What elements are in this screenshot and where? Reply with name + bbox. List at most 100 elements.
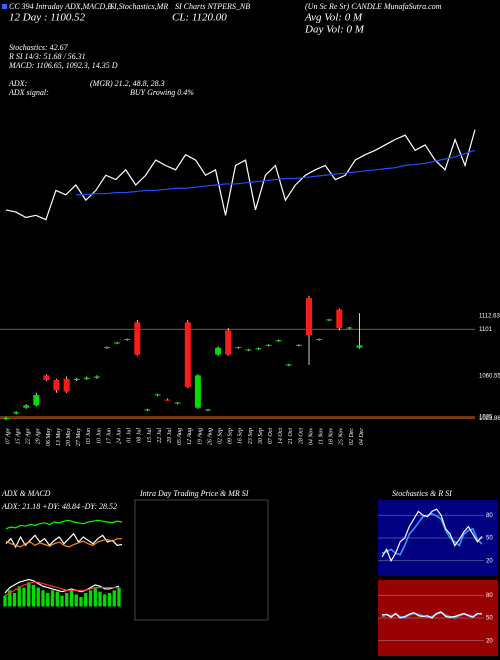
header-text: ADX signal: bbox=[8, 88, 49, 97]
panel-frame bbox=[134, 499, 269, 621]
macd-bar bbox=[88, 590, 93, 607]
header-text: MACD: 1106.65, 1092.3, 14.35 D bbox=[8, 61, 118, 70]
x-tick-label: 08 Jul bbox=[137, 428, 143, 443]
candle-body bbox=[93, 376, 100, 378]
candle-body bbox=[265, 344, 272, 346]
x-tick-label: 01 Jul bbox=[127, 428, 133, 443]
candle-body bbox=[53, 380, 60, 391]
x-tick-label: 10 Jun bbox=[96, 428, 102, 444]
panel-title: Intra Day Trading Price & MR SI bbox=[139, 489, 249, 498]
y-tick-label: 50 bbox=[486, 536, 493, 542]
x-tick-label: 23 Sep bbox=[248, 428, 254, 444]
y-tick-label: 1101 bbox=[479, 327, 493, 333]
panel-title: Stochastics & R SI bbox=[392, 489, 452, 498]
candle-body bbox=[73, 378, 80, 380]
macd-bar bbox=[31, 584, 36, 607]
header-text: (Un Sc Re Sr) CANDLE MunafaSutra.com bbox=[305, 2, 442, 11]
panel bbox=[5, 129, 476, 221]
header-text: R SI 14/3: 51.68 / 56.31 bbox=[8, 52, 86, 61]
y-tick-label: 80 bbox=[486, 513, 493, 519]
x-tick-label: 05 Aug bbox=[177, 428, 183, 445]
x-tick-label: 07 Oct bbox=[268, 428, 274, 444]
header-text: (MGR) 21.2, 48.8, 28.3 bbox=[90, 79, 165, 88]
x-tick-label: 04 Nov bbox=[307, 428, 314, 446]
candle-body bbox=[164, 399, 171, 401]
candle-body bbox=[43, 375, 50, 380]
y-tick-label: 50 bbox=[486, 616, 493, 622]
x-tick-label: 12 Aug bbox=[187, 428, 193, 445]
candle-body bbox=[336, 309, 343, 329]
macd-bar bbox=[12, 593, 17, 607]
header-text: CL: 1120.00 bbox=[172, 12, 227, 24]
candle-body bbox=[104, 347, 110, 349]
x-tick-label: 09 Sep bbox=[228, 428, 234, 444]
candle-body bbox=[3, 418, 9, 420]
x-tick-label: 24 Jun bbox=[115, 428, 122, 444]
x-tick-label: 15 Jul bbox=[147, 428, 153, 443]
candle-body bbox=[326, 319, 333, 321]
x-tick-label: 27 May bbox=[76, 428, 82, 446]
header-text: 12 Day : 1100.52 bbox=[9, 12, 86, 24]
x-tick-label: 21 Oct bbox=[288, 428, 294, 444]
x-tick-label: 06 May bbox=[46, 428, 52, 446]
y-tick-label: 1060.55 bbox=[479, 373, 500, 379]
header: CC 394 Intraday ADX,MACD,BSI,Stochastics… bbox=[8, 2, 442, 97]
x-tick-label: 04 Dec bbox=[358, 428, 365, 445]
x-tick-label: 30 Sep bbox=[258, 428, 264, 445]
candle-body bbox=[205, 409, 211, 411]
candle-body bbox=[194, 375, 201, 408]
x-tick-label: 14 Oct bbox=[277, 428, 284, 444]
macd-bar bbox=[22, 587, 26, 607]
header-text: BUY Growing 0.4% bbox=[130, 88, 194, 97]
y-tick-label: 1112.63 bbox=[479, 313, 500, 319]
header-text: SI Charts NTPERS_NB bbox=[175, 2, 250, 11]
x-tick-label: 28 Oct bbox=[298, 428, 304, 444]
candle-body bbox=[184, 322, 191, 387]
candle-body bbox=[245, 349, 252, 351]
panel: 20 50 80 bbox=[378, 580, 498, 656]
x-tick-label: 11 Nov bbox=[318, 428, 324, 445]
macd-bar bbox=[69, 590, 74, 607]
x-tick-label: 03 Jun bbox=[86, 428, 92, 444]
x-tick-label: 26 Aug bbox=[207, 428, 213, 445]
panel: ADX & MACD ADX: 21.18 +DY: 48.84 -DY: 28.… bbox=[1, 489, 123, 549]
header-text: CC 394 Intraday ADX,MACD,B bbox=[9, 2, 112, 11]
series-line bbox=[381, 512, 483, 556]
macd-bar bbox=[117, 587, 121, 607]
macd-bar bbox=[65, 593, 69, 607]
panel: Stochastics & R SI 20 50 80 bbox=[378, 489, 498, 576]
y-tick-label: 80 bbox=[486, 593, 493, 599]
x-tick-label: 15 Apr bbox=[15, 427, 21, 444]
x-tick-label: 13 May bbox=[56, 428, 62, 446]
candle-body bbox=[174, 402, 181, 404]
candle-body bbox=[316, 339, 323, 341]
x-tick-label: 16 Sep bbox=[238, 428, 244, 444]
x-tick-label: 19 Aug bbox=[197, 428, 203, 445]
macd-bar bbox=[84, 593, 88, 607]
series-line bbox=[5, 519, 123, 530]
candle-body bbox=[134, 322, 141, 355]
panel-annotation: ADX: 21.18 +DY: 48.84 -DY: 28.52 bbox=[1, 502, 117, 511]
y-tick-label: 20 bbox=[486, 638, 493, 644]
series-line bbox=[75, 149, 476, 196]
header-text: Day Vol: 0 M bbox=[304, 24, 365, 36]
macd-bar bbox=[55, 591, 59, 607]
series-line bbox=[5, 538, 122, 548]
y-tick-label: 1023.86 bbox=[479, 416, 500, 422]
series-line bbox=[381, 611, 483, 619]
candle-body bbox=[124, 339, 131, 341]
logo-square bbox=[2, 4, 7, 9]
macd-bar bbox=[79, 597, 83, 607]
candle-body bbox=[255, 348, 262, 350]
macd-bar bbox=[17, 586, 21, 607]
candle-body bbox=[235, 347, 242, 349]
candle-body bbox=[154, 394, 161, 396]
series-line bbox=[5, 532, 123, 549]
candle-body bbox=[33, 395, 40, 406]
y-tick-label: 20 bbox=[486, 558, 493, 564]
candle-body bbox=[215, 347, 222, 355]
x-tick-label: 02 Sep bbox=[217, 428, 223, 444]
candle-body bbox=[13, 412, 20, 414]
